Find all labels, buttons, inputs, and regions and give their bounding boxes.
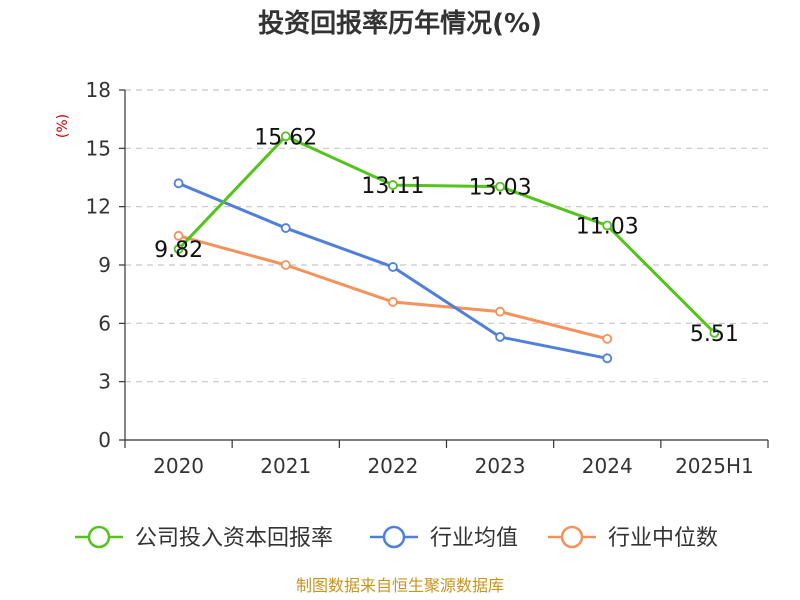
y-axis-unit: (%) — [55, 114, 71, 138]
data-point — [709, 327, 720, 338]
x-tick-label: 2024 — [582, 454, 633, 478]
chart-title: 投资回报率历年情况(%) — [258, 8, 542, 39]
data-point — [602, 333, 613, 344]
series-points — [173, 131, 720, 364]
data-label: 5.51 — [690, 322, 739, 347]
grid-lines — [125, 89, 768, 383]
axes — [119, 89, 769, 448]
data-point — [280, 260, 291, 270]
data-point — [495, 332, 505, 342]
data-point — [495, 306, 505, 317]
data-point — [173, 244, 184, 254]
data-point — [602, 220, 613, 231]
legend: 公司投入资本回报率 行业均值 行业中位数 — [75, 525, 718, 551]
data-point — [388, 262, 398, 272]
y-tick-label: 9 — [98, 253, 111, 277]
x-tick-label: 2022 — [367, 454, 418, 478]
y-tick-label: 18 — [86, 78, 111, 102]
x-tick-label: 2020 — [153, 454, 204, 478]
data-point — [388, 297, 398, 307]
data-labels: 9.82 15.62 13.11 13.03 11.03 5.51 — [154, 125, 739, 347]
x-tick-labels: 2020 2021 2022 2023 2024 2025H1 — [153, 454, 754, 478]
y-tick-label: 6 — [98, 311, 111, 335]
data-point — [495, 181, 505, 192]
data-label: 9.82 — [154, 238, 203, 263]
data-label: 13.03 — [469, 176, 532, 201]
data-point — [280, 223, 291, 233]
data-point — [173, 230, 184, 241]
x-tick-label: 2025H1 — [675, 454, 754, 478]
legend-marker — [382, 525, 406, 549]
data-point — [602, 353, 613, 364]
legend-label: 行业中位数 — [608, 526, 718, 551]
data-label: 13.11 — [361, 174, 424, 199]
legend-marker — [87, 525, 111, 549]
y-tick-label: 12 — [86, 195, 111, 219]
data-point — [280, 131, 291, 142]
series-lines — [177, 134, 716, 360]
legend-label: 行业均值 — [430, 526, 518, 551]
y-tick-label: 15 — [86, 136, 111, 160]
data-point — [173, 178, 184, 189]
y-tick-label: 0 — [98, 428, 111, 452]
x-tick-label: 2023 — [475, 454, 526, 478]
source-note: 制图数据来自恒生聚源数据库 — [296, 576, 504, 595]
y-tick-label: 3 — [98, 370, 111, 394]
y-tick-labels: 0 3 6 9 12 15 18 — [86, 78, 111, 452]
x-tick-label: 2021 — [260, 454, 311, 478]
data-label: 11.03 — [576, 215, 639, 240]
data-point — [388, 180, 398, 190]
series-line — [177, 134, 716, 334]
legend-label: 公司投入资本回报率 — [135, 526, 333, 551]
data-label: 15.62 — [254, 125, 317, 150]
legend-marker — [560, 525, 584, 549]
